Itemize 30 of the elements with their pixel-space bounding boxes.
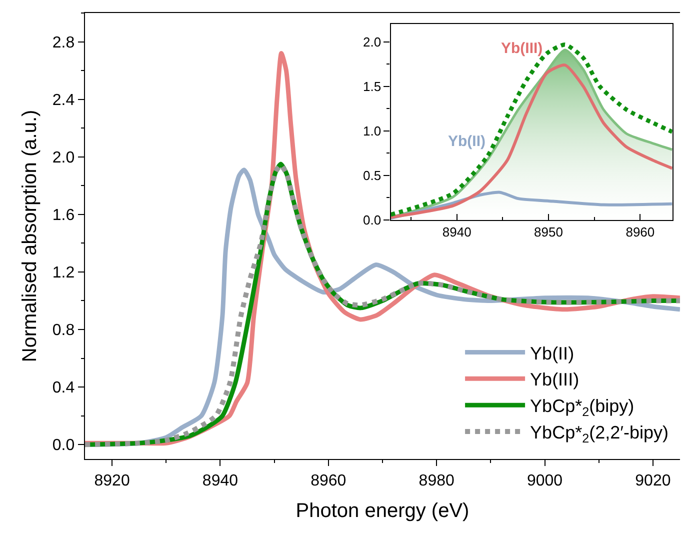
legend-label: Yb(II) bbox=[530, 343, 574, 364]
x-tick-label: 8960 bbox=[310, 472, 346, 490]
y-tick-label: 1.0 bbox=[363, 124, 382, 138]
x-tick-label: 8980 bbox=[418, 472, 454, 490]
y-tick-label: 1.2 bbox=[52, 264, 75, 282]
legend-label: Yb(III) bbox=[530, 370, 580, 390]
y-tick-label: 0.8 bbox=[52, 322, 75, 340]
x-tick-label: 8940 bbox=[442, 224, 472, 240]
y-tick-label: 0.5 bbox=[363, 168, 382, 183]
series-label: Yb(III) bbox=[501, 40, 543, 57]
x-tick-label: 8950 bbox=[534, 224, 563, 240]
y-tick-label: 2.0 bbox=[52, 149, 75, 166]
x-tick-label: 8940 bbox=[202, 472, 238, 490]
x-axis-title: Photon energy (eV) bbox=[296, 500, 470, 522]
x-tick-label: 9020 bbox=[635, 472, 671, 490]
y-tick-label: 1.5 bbox=[363, 79, 382, 94]
legend-label: YbCp*$_{2}$(bipy) bbox=[530, 396, 634, 419]
legend-label: YbCp*$_{2}$(2,2′-bipy) bbox=[530, 422, 669, 446]
y-tick-label: 2.4 bbox=[52, 92, 75, 109]
y-tick-label: 0.0 bbox=[363, 212, 382, 228]
y-tick-label: 0.0 bbox=[52, 437, 75, 454]
text: Yb(II) bbox=[448, 133, 486, 150]
y-tick-label: 2.0 bbox=[363, 34, 382, 50]
x-tick-label: 9000 bbox=[526, 472, 563, 490]
x-tick-label: 8960 bbox=[626, 224, 655, 240]
y-tick-label: 0.4 bbox=[52, 380, 75, 397]
x-tick-label: 8920 bbox=[94, 472, 130, 490]
y-axis-title: Normalised absorption (a.u.) bbox=[18, 110, 41, 362]
y-tick-label: 2.8 bbox=[52, 34, 75, 52]
y-tick-label: 1.6 bbox=[52, 207, 75, 224]
